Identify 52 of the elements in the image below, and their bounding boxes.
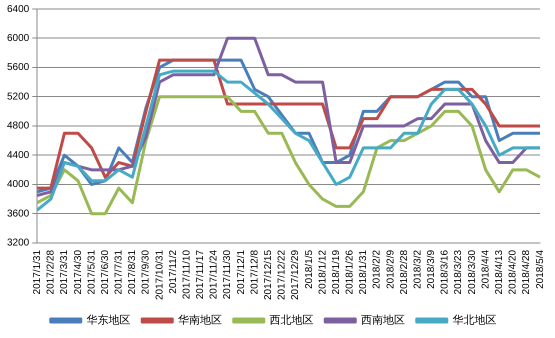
legend-label: 西南地区 xyxy=(360,314,405,327)
x-tick-label: 2018/4/28 xyxy=(521,250,532,294)
x-tick-label: 2017/1/31 xyxy=(32,250,43,294)
y-tick-label: 4000 xyxy=(6,179,30,190)
x-tick-label: 2017/12/22 xyxy=(276,250,288,300)
x-tick-label: 2017/6/30 xyxy=(100,250,111,294)
x-tick-label: 2018/1/26 xyxy=(344,250,356,294)
x-tick-label: 2018/1/5 xyxy=(304,250,315,289)
x-tick-label: 2018/4/20 xyxy=(508,250,519,294)
x-tick-label: 2018/4/4 xyxy=(480,250,492,289)
y-tick-label: 3600 xyxy=(6,208,30,220)
x-tick-label: 2017/12/1 xyxy=(236,250,247,294)
x-tick-label: 2017/11/2 xyxy=(168,250,179,294)
x-tick-label: 2017/4/30 xyxy=(72,250,84,294)
y-tick-label: 4400 xyxy=(6,150,30,161)
x-tick-label: 2018/4/13 xyxy=(494,250,505,294)
x-tick-label: 2018/1/31 xyxy=(358,250,370,294)
y-tick-label: 5600 xyxy=(6,62,30,74)
x-tick-label: 2018/3/23 xyxy=(453,250,464,294)
legend-label: 华南地区 xyxy=(178,314,222,327)
x-tick-label: 2017/11/24 xyxy=(208,250,220,300)
x-tick-label: 2017/7/31 xyxy=(114,250,125,294)
y-tick-label: 6400 xyxy=(6,4,30,15)
x-tick-label: 2018/2/9 xyxy=(385,250,396,289)
x-tick-label: 2017/5/31 xyxy=(86,250,98,294)
y-tick-label: 4800 xyxy=(6,120,30,132)
x-tick-label: 2018/3/9 xyxy=(426,250,438,289)
legend-label: 西北地区 xyxy=(269,314,314,327)
x-tick-label: 2018/2/28 xyxy=(398,250,410,294)
x-tick-label: 2017/12/15 xyxy=(262,250,274,300)
x-tick-label: 2017/12/8 xyxy=(249,250,260,294)
y-tick-label: 3200 xyxy=(6,238,30,249)
x-tick-label: 2017/12/29 xyxy=(290,250,302,300)
x-tick-label: 2017/3/31 xyxy=(59,250,70,294)
legend-label: 华北地区 xyxy=(452,314,496,327)
x-tick-label: 2017/11/30 xyxy=(222,250,234,300)
x-tick-label: 2017/10/31 xyxy=(154,250,166,300)
x-tick-label: 2018/3/16 xyxy=(440,250,451,294)
legend-label: 华东地区 xyxy=(86,314,130,327)
x-tick-label: 2018/5/4 xyxy=(534,250,546,289)
x-tick-label: 2018/1/12 xyxy=(317,250,328,294)
x-tick-label: 2017/11/10 xyxy=(181,250,192,300)
x-tick-label: 2017/9/30 xyxy=(140,250,152,294)
x-tick-label: 2017/8/31 xyxy=(127,250,138,294)
x-tick-label: 2018/3/2 xyxy=(412,250,424,289)
x-tick-label: 2017/11/17 xyxy=(195,250,206,300)
x-tick-label: 2018/3/30 xyxy=(466,250,478,294)
x-tick-label: 2018/2/2 xyxy=(372,250,383,289)
x-tick-label: 2018/1/19 xyxy=(330,250,342,294)
y-tick-label: 5200 xyxy=(6,91,30,102)
x-tick-label: 2017/2/28 xyxy=(46,250,57,294)
y-tick-label: 6000 xyxy=(6,32,30,44)
